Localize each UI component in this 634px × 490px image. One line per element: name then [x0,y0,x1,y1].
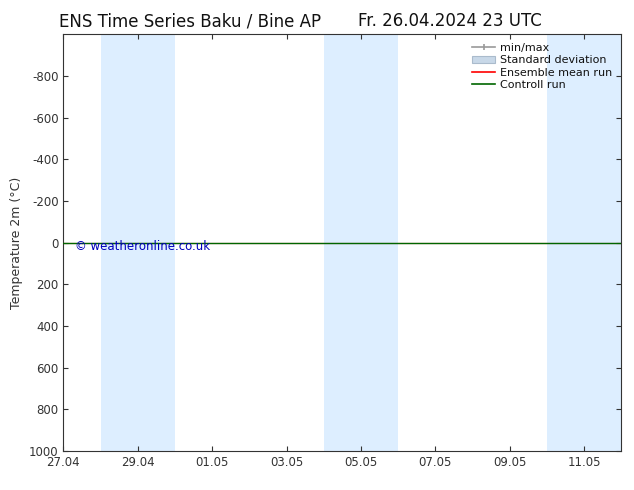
Text: Fr. 26.04.2024 23 UTC: Fr. 26.04.2024 23 UTC [358,12,542,30]
Legend: min/max, Standard deviation, Ensemble mean run, Controll run: min/max, Standard deviation, Ensemble me… [469,40,616,93]
Text: ENS Time Series Baku / Bine AP: ENS Time Series Baku / Bine AP [59,12,321,30]
Bar [324,34,398,451]
Text: © weatheronline.co.uk: © weatheronline.co.uk [75,241,210,253]
Y-axis label: Temperature 2m (°C): Temperature 2m (°C) [10,176,23,309]
Bar [101,34,175,451]
Bar [547,34,621,451]
